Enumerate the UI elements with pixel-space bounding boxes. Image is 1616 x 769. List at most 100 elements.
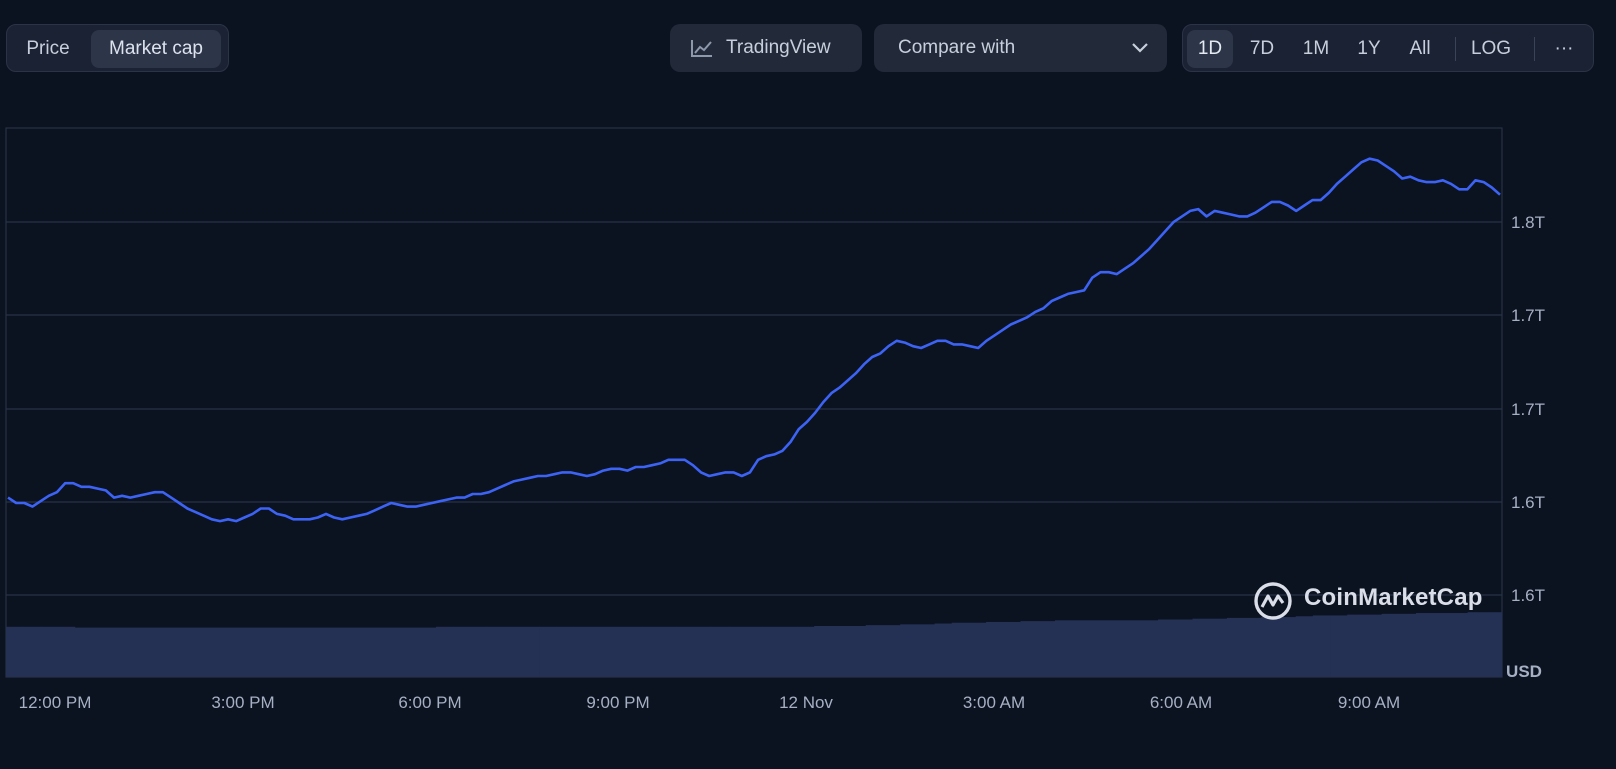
volume-bars (6, 612, 1503, 677)
volume-bar (693, 626, 712, 677)
volume-bar (779, 626, 798, 677)
volume-bar (418, 627, 437, 677)
compare-with-dropdown[interactable]: Compare with (874, 24, 1167, 72)
volume-bar (1312, 615, 1331, 677)
volume-bar (1003, 621, 1021, 677)
volume-bar (1020, 621, 1039, 677)
y-tick-label: 1.6T (1511, 493, 1545, 512)
volume-bar (504, 626, 523, 677)
volume-bar (1140, 620, 1159, 677)
volume-bar (573, 626, 592, 677)
market-cap-line (7, 157, 1501, 523)
volume-bar (1347, 614, 1365, 677)
volume-bar (315, 627, 334, 677)
volume-bar (281, 627, 299, 677)
range-all[interactable]: All (1409, 38, 1431, 59)
range-7d[interactable]: 7D (1249, 38, 1275, 59)
divider (1455, 37, 1456, 61)
coinmarketcap-logo-icon (1254, 582, 1292, 620)
volume-bar (1433, 613, 1451, 677)
volume-bar (74, 627, 93, 677)
volume-bar (109, 627, 127, 677)
volume-bar (263, 627, 282, 677)
y-axis: 1.8T 1.7T 1.7T 1.6T 1.6T (1511, 213, 1545, 605)
volume-bar (1054, 620, 1073, 677)
volume-bar (1226, 617, 1245, 677)
compare-with-label: Compare with (898, 37, 1016, 58)
volume-bar (882, 625, 901, 677)
volume-bar (40, 626, 58, 677)
volume-bar (831, 625, 849, 677)
x-tick-label: 3:00 PM (211, 693, 274, 712)
chevron-down-icon (1132, 43, 1148, 53)
volume-bar (1106, 620, 1125, 677)
volume-bar (642, 626, 660, 677)
volume-bar (556, 626, 574, 677)
volume-bar (487, 626, 506, 677)
volume-bar (1261, 617, 1279, 677)
volume-bar (1484, 612, 1503, 677)
more-options-button[interactable]: ··· (1554, 38, 1574, 59)
volume-bar (349, 627, 368, 677)
volume-bar (126, 627, 144, 677)
volume-bar (968, 622, 987, 677)
volume-bar (453, 626, 471, 677)
volume-bar (659, 626, 678, 677)
volume-bar (229, 627, 248, 677)
y-axis-unit: USD (1506, 662, 1542, 681)
volume-bar (298, 627, 316, 677)
volume-bar (1158, 619, 1176, 677)
coinmarketcap-watermark: CoinMarketCap (1252, 580, 1482, 620)
volume-bar (57, 626, 76, 677)
volume-bar (625, 626, 643, 677)
y-tick-label: 1.7T (1511, 306, 1545, 325)
volume-bar (435, 626, 454, 677)
volume-bar (195, 627, 213, 677)
volume-bar (1416, 613, 1434, 677)
volume-bar (177, 627, 196, 677)
volume-bar (1192, 618, 1211, 677)
volume-bar (590, 626, 609, 677)
volume-bar (332, 627, 351, 677)
chart-type-toggle: Price Market cap (6, 24, 229, 72)
range-1y[interactable]: 1Y (1357, 38, 1381, 59)
volume-bar (23, 626, 41, 677)
market-cap-tab[interactable]: Market cap (91, 30, 221, 68)
watermark-brand-text: CoinMarketCap (1304, 584, 1483, 611)
volume-bar (1209, 618, 1228, 677)
tradingview-button[interactable]: TradingView (670, 24, 862, 72)
x-tick-label: 12 Nov (779, 693, 833, 712)
volume-bar (986, 621, 1004, 677)
price-tab[interactable]: Price (26, 38, 70, 59)
volume-bar (246, 627, 265, 677)
tradingview-label: TradingView (726, 37, 831, 58)
volume-bar (1398, 613, 1417, 677)
y-tick-label: 1.6T (1511, 586, 1545, 605)
range-1d[interactable]: 1D (1187, 30, 1233, 68)
x-tick-label: 6:00 AM (1150, 693, 1212, 712)
range-1m[interactable]: 1M (1302, 38, 1330, 59)
volume-bar (934, 623, 953, 677)
volume-bar (607, 626, 626, 677)
volume-bar (745, 626, 763, 677)
volume-bar (367, 627, 385, 677)
volume-bar (865, 625, 884, 677)
volume-bar (1364, 614, 1383, 677)
volume-bar (1278, 617, 1297, 677)
volume-bar (762, 626, 781, 677)
volume-bar (1072, 620, 1090, 677)
chart-line-icon (691, 40, 712, 57)
volume-bar (91, 627, 110, 677)
log-scale-toggle[interactable]: LOG (1470, 38, 1512, 59)
volume-bar (539, 626, 557, 677)
x-axis: 12:00 PM 3:00 PM 6:00 PM 9:00 PM 12 Nov 3:00 … (19, 693, 1401, 712)
volume-bar (1244, 617, 1262, 677)
volume-bar (951, 622, 970, 677)
volume-bar (848, 625, 867, 677)
volume-bar (470, 626, 488, 677)
x-tick-label: 9:00 AM (1338, 693, 1400, 712)
volume-bar (1381, 613, 1400, 677)
volume-bar (814, 625, 832, 677)
